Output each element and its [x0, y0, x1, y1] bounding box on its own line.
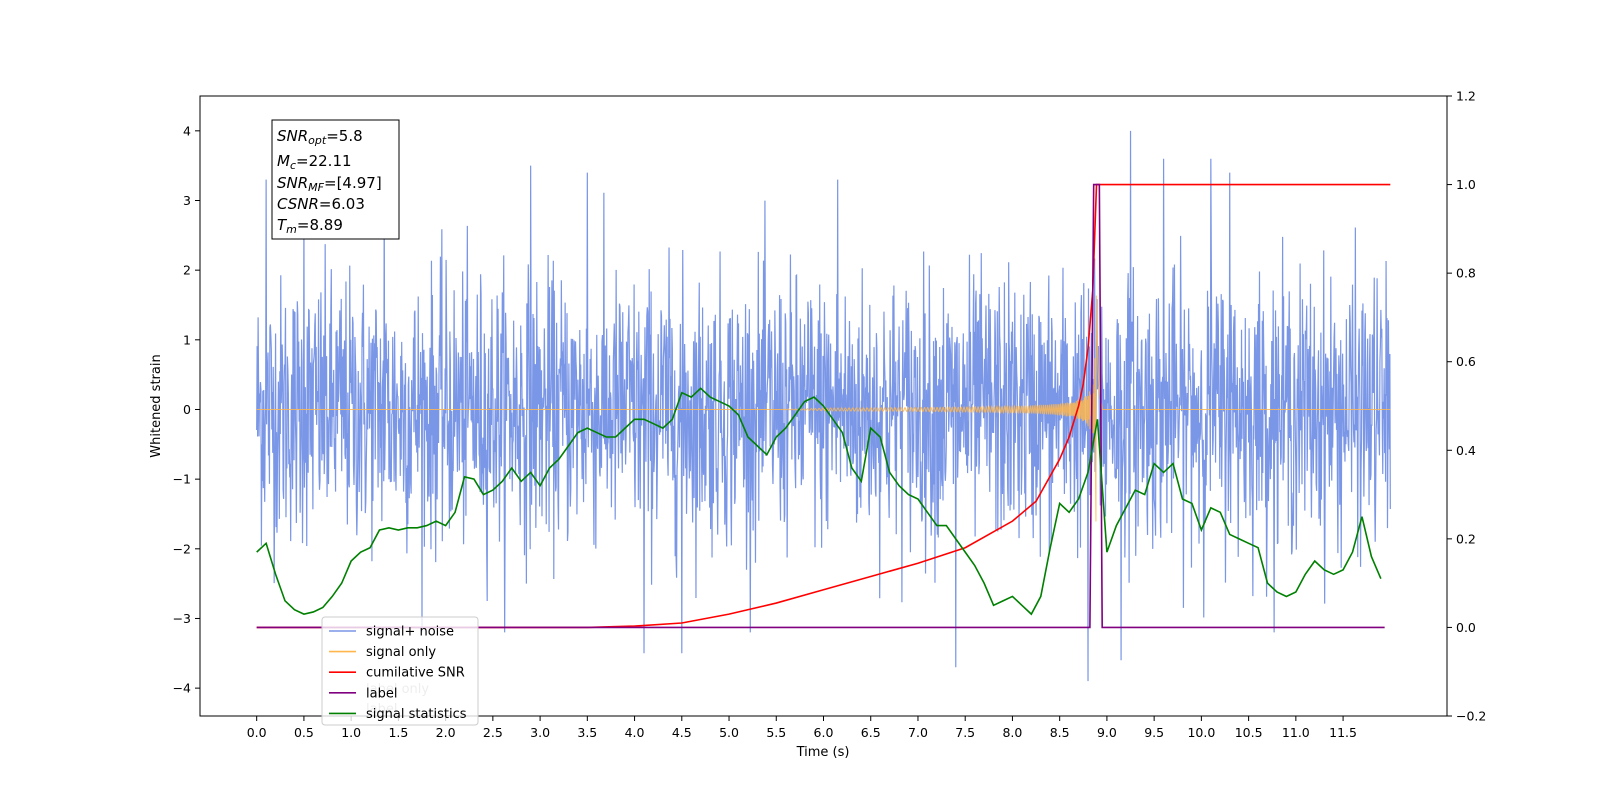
x-tick-label: 7.5	[955, 725, 975, 740]
x-tick-label: 7.0	[908, 725, 928, 740]
x-tick-label: 0.0	[247, 725, 267, 740]
legend-label: signal only	[366, 645, 436, 660]
x-tick-label: 6.5	[861, 725, 881, 740]
y-axis-label: Whitened strain	[149, 354, 164, 457]
x-tick-label: 5.5	[766, 725, 786, 740]
y-tick-label-right: 0.2	[1456, 531, 1476, 546]
series-signal-noise-line	[256, 130, 1391, 682]
x-tick-label: 3.0	[530, 725, 550, 740]
series-signal-statistics-line	[256, 387, 1382, 616]
legend-label: signal statistics	[366, 707, 467, 722]
x-tick-label: 5.0	[719, 725, 739, 740]
y-tick-label-left: 2	[183, 263, 191, 278]
x-tick-label: 8.5	[1050, 725, 1070, 740]
y-tick-label-left: −3	[173, 611, 191, 626]
x-tick-label: 9.0	[1097, 725, 1117, 740]
series-signal-only-line	[256, 295, 1391, 522]
y-tick-label-right: −0.2	[1456, 709, 1486, 724]
x-tick-label: 4.5	[672, 725, 692, 740]
x-tick-label: 1.0	[341, 725, 361, 740]
legend-label: signal+ noise	[366, 625, 454, 640]
x-tick-label: 10.0	[1187, 725, 1215, 740]
x-tick-label: 11.0	[1282, 725, 1310, 740]
x-tick-label: 6.0	[814, 725, 834, 740]
x-tick-label: 10.5	[1235, 725, 1263, 740]
info-box: SNRopt=5.8 Mc=22.11 SNRMF=[4.97] CSNR=6.…	[271, 119, 400, 240]
x-tick-label: 2.0	[436, 725, 456, 740]
data-layer	[256, 130, 1391, 682]
y-tick-label-left: 0	[183, 402, 191, 417]
y-tick-label-left: 3	[183, 193, 191, 208]
info-snr-mf: SNRMF=[4.97]	[277, 174, 382, 194]
info-mc: Mc=22.11	[277, 152, 352, 172]
legend-label: cumilative SNR	[366, 666, 465, 681]
y-tick-label-left: 1	[183, 332, 191, 347]
x-tick-label: 11.5	[1329, 725, 1357, 740]
x-tick-label: 0.5	[294, 725, 314, 740]
legend-entries: signal+ noise signal only cumilative SNR la…	[329, 625, 467, 722]
info-box-frame	[271, 119, 400, 240]
series-label-line	[256, 183, 1385, 629]
legend-label: label	[366, 686, 397, 701]
x-tick-label: 1.5	[388, 725, 408, 740]
y-tick-label-right: 1.0	[1456, 177, 1476, 192]
y-tick-label-left: 4	[183, 123, 191, 138]
series-cumulative-snr-line	[256, 183, 1391, 629]
y-tick-label-right: 0.8	[1456, 266, 1476, 281]
x-tick-label: 9.5	[1144, 725, 1164, 740]
y-tick-label-left: −2	[173, 541, 191, 556]
x-tick-label: 8.0	[1002, 725, 1022, 740]
x-tick-label: 3.5	[577, 725, 597, 740]
y-tick-label-right: 0.6	[1456, 354, 1476, 369]
y-tick-label-right: 0.0	[1456, 620, 1476, 635]
ticks-layer: 0.0 0.5 1.0 1.5 2.0 2.5 3.0 3.5 4.0 4.5 5.0 5.5 6.0 6…	[173, 89, 1487, 741]
x-tick-label: 4.0	[625, 725, 645, 740]
x-tick-label: 2.5	[483, 725, 503, 740]
y-tick-label-left: −1	[173, 472, 191, 487]
x-axis-label: Time (s)	[796, 745, 850, 760]
y-tick-label-right: 0.4	[1456, 443, 1476, 458]
info-snr-opt: SNRopt=5.8	[277, 127, 363, 147]
info-csnr: CSNR=6.03	[277, 195, 365, 213]
y-tick-label-left: −4	[173, 681, 191, 696]
y-tick-label-right: 1.2	[1456, 89, 1476, 104]
legend-frame	[321, 616, 479, 726]
